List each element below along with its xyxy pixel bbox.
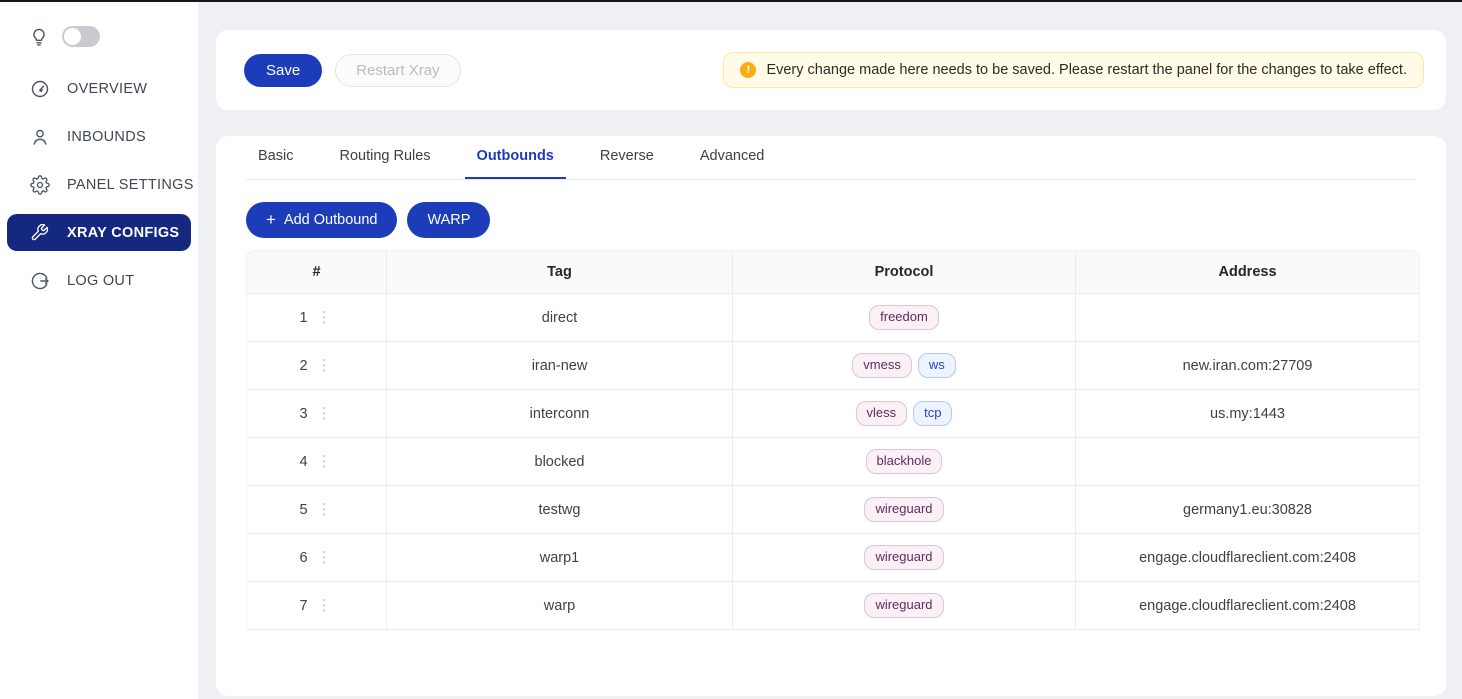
table-header-row: # Tag Protocol Address [246, 250, 1420, 294]
column-header-protocol: Protocol [733, 250, 1076, 294]
sidebar-item-label: LOG OUT [67, 273, 134, 289]
row-address: germany1.eu:30828 [1076, 486, 1420, 534]
row-address: new.iran.com:27709 [1076, 342, 1420, 390]
row-menu-icon[interactable]: ⋮ [315, 356, 334, 375]
row-tag: iran-new [387, 342, 733, 390]
protocol-badge: wireguard [864, 497, 943, 523]
sidebar-nav: OVERVIEW INBOUNDS PANEL SETTINGS [0, 65, 198, 305]
table-row: 3 ⋮ interconn vlesstcp us.my:1443 [246, 390, 1420, 438]
logout-icon [30, 271, 50, 291]
tab-outbounds[interactable]: Outbounds [465, 136, 566, 179]
table-row: 1 ⋮ direct freedom [246, 294, 1420, 342]
row-tag: warp1 [387, 534, 733, 582]
wrench-icon [30, 223, 50, 243]
table-row: 6 ⋮ warp1 wireguard engage.cloudflareclie… [246, 534, 1420, 582]
sidebar-item-panel-settings[interactable]: PANEL SETTINGS [0, 161, 198, 209]
xray-configs-card: Basic Routing Rules Outbounds Reverse Ad… [216, 136, 1446, 696]
sidebar-item-log-out[interactable]: LOG OUT [0, 257, 198, 305]
row-tag: blocked [387, 438, 733, 486]
row-menu-icon[interactable]: ⋮ [315, 404, 334, 423]
protocol-badge: freedom [869, 305, 939, 331]
save-button[interactable]: Save [244, 54, 322, 87]
table-row: 2 ⋮ iran-new vmessws new.iran.com:27709 [246, 342, 1420, 390]
column-header-address: Address [1076, 250, 1420, 294]
row-index: 5 [299, 502, 307, 518]
row-index: 4 [299, 454, 307, 470]
plus-icon: + [266, 210, 276, 230]
protocol-badge: vless [856, 401, 908, 427]
sidebar-item-label: XRAY CONFIGS [67, 225, 179, 241]
row-index: 2 [299, 358, 307, 374]
warning-icon: ! [740, 62, 756, 78]
restart-xray-button[interactable]: Restart Xray [335, 54, 460, 87]
row-tag: testwg [387, 486, 733, 534]
row-index: 3 [299, 406, 307, 422]
tab-advanced[interactable]: Advanced [688, 136, 777, 179]
theme-switch-row [0, 2, 198, 53]
row-tag: warp [387, 582, 733, 630]
warning-alert: ! Every change made here needs to be sav… [723, 52, 1424, 88]
tab-routing-rules[interactable]: Routing Rules [327, 136, 442, 179]
tab-bar: Basic Routing Rules Outbounds Reverse Ad… [246, 136, 1416, 180]
sidebar-item-overview[interactable]: OVERVIEW [0, 65, 198, 113]
sidebar-item-label: PANEL SETTINGS [67, 177, 194, 193]
row-menu-icon[interactable]: ⋮ [315, 500, 334, 519]
row-menu-icon[interactable]: ⋮ [315, 308, 334, 327]
row-address [1076, 294, 1420, 342]
toggle-knob [64, 28, 81, 45]
protocol-badge: blackhole [866, 449, 943, 475]
gear-icon [30, 175, 50, 195]
tab-basic[interactable]: Basic [246, 136, 305, 179]
sidebar-item-label: OVERVIEW [67, 81, 147, 97]
window-top-border [0, 0, 1462, 2]
outbound-actions: + Add Outbound WARP [246, 202, 1416, 238]
row-address: engage.cloudflareclient.com:2408 [1076, 534, 1420, 582]
row-menu-icon[interactable]: ⋮ [315, 548, 334, 567]
row-address [1076, 438, 1420, 486]
toolbar-card: Save Restart Xray ! Every change made he… [216, 30, 1446, 110]
warning-alert-text: Every change made here needs to be saved… [766, 62, 1407, 78]
column-header-index: # [246, 250, 387, 294]
row-tag: interconn [387, 390, 733, 438]
row-tag: direct [387, 294, 733, 342]
warp-button[interactable]: WARP [407, 202, 490, 238]
row-index: 6 [299, 550, 307, 566]
sidebar: OVERVIEW INBOUNDS PANEL SETTINGS [0, 2, 198, 699]
table-row: 5 ⋮ testwg wireguard germany1.eu:30828 [246, 486, 1420, 534]
tab-reverse[interactable]: Reverse [588, 136, 666, 179]
user-icon [30, 127, 50, 147]
row-menu-icon[interactable]: ⋮ [315, 452, 334, 471]
protocol-badge: wireguard [864, 593, 943, 619]
protocol-badge: wireguard [864, 545, 943, 571]
transport-badge: ws [918, 353, 956, 379]
table-row: 4 ⋮ blocked blackhole [246, 438, 1420, 486]
add-outbound-label: Add Outbound [284, 212, 378, 228]
sidebar-item-xray-configs[interactable]: XRAY CONFIGS [7, 214, 191, 251]
add-outbound-button[interactable]: + Add Outbound [246, 202, 397, 238]
row-menu-icon[interactable]: ⋮ [315, 596, 334, 615]
transport-badge: tcp [913, 401, 952, 427]
protocol-badge: vmess [852, 353, 912, 379]
sidebar-item-label: INBOUNDS [67, 129, 146, 145]
column-header-tag: Tag [387, 250, 733, 294]
table-row: 7 ⋮ warp wireguard engage.cloudflareclien… [246, 582, 1420, 630]
row-index: 1 [299, 310, 307, 326]
dark-mode-toggle[interactable] [62, 26, 100, 47]
row-index: 7 [299, 598, 307, 614]
dashboard-icon [30, 79, 50, 99]
row-address: us.my:1443 [1076, 390, 1420, 438]
row-address: engage.cloudflareclient.com:2408 [1076, 582, 1420, 630]
sidebar-item-inbounds[interactable]: INBOUNDS [0, 113, 198, 161]
outbounds-table: # Tag Protocol Address 1 ⋮ direct freedom… [246, 250, 1420, 630]
lightbulb-icon [29, 27, 49, 47]
main-content: Save Restart Xray ! Every change made he… [198, 2, 1462, 699]
